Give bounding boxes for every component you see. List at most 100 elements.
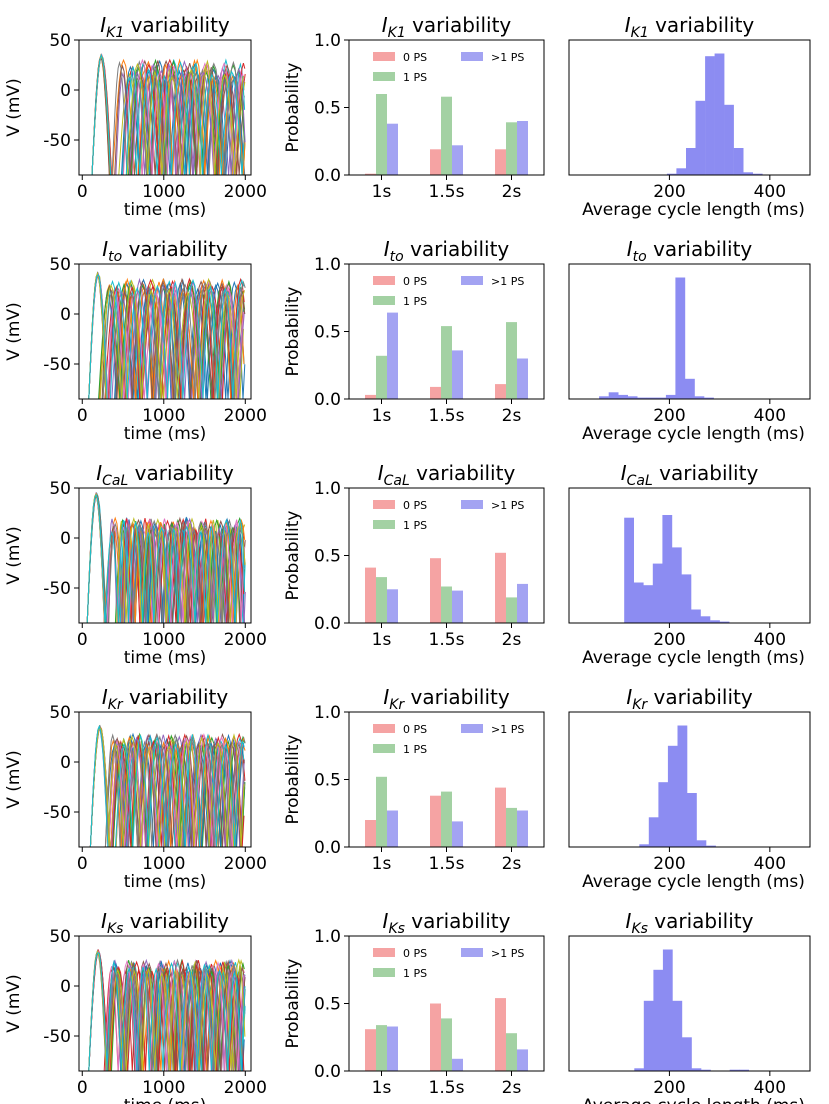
histogram-bin (729, 1069, 740, 1071)
histogram-bin (700, 616, 711, 624)
x-tick-label: 1000 (142, 630, 185, 650)
legend: 0 PS 1 PS >1 PS (373, 499, 524, 532)
x-tick-label: 0 (77, 1078, 88, 1098)
histogram-bin (686, 148, 696, 175)
histogram-bin (608, 392, 619, 400)
title-current-subscript: Ks (388, 921, 404, 937)
histogram-bin (739, 1069, 749, 1071)
legend-label: >1 PS (491, 51, 524, 64)
x-tick-label: 2000 (224, 406, 267, 426)
histogram-bin (676, 168, 687, 176)
histogram-bin (685, 378, 695, 400)
title-current-symbol: I (383, 909, 389, 933)
bar-1PS-1s (376, 355, 387, 399)
title-suffix: variability (124, 13, 230, 37)
y-axis-label: V (mV) (4, 526, 24, 585)
bar-1PS-1.5s (441, 791, 452, 847)
bar-1PS-1s (376, 577, 387, 623)
bar-1PS-2s (506, 807, 517, 847)
x-tick-label: 2s (502, 630, 522, 650)
y-tick-label: 50 (49, 927, 71, 947)
legend-swatch (373, 296, 395, 305)
histogram-bin (624, 517, 634, 623)
x-tick-label: 1s (372, 406, 392, 426)
y-tick-label: 0 (60, 753, 71, 773)
histogram-bin (627, 396, 638, 399)
legend-swatch (461, 724, 483, 733)
bar-1PS-1.5s (441, 326, 452, 399)
histogram-bin (691, 1068, 702, 1071)
title-current-symbol: I (627, 237, 633, 261)
y-axis-label: V (mV) (4, 974, 24, 1033)
title-current-symbol: I (625, 13, 631, 37)
bar-0PS-1.5s (430, 386, 441, 399)
panel-title: IK1 variability (625, 13, 755, 41)
x-tick-label: 2000 (224, 854, 267, 874)
histogram-bin (643, 1000, 654, 1071)
voltage-trace-18 (88, 271, 245, 399)
legend-swatch (373, 520, 395, 529)
y-axis-label: Probability (283, 287, 303, 377)
histogram-bin (752, 173, 763, 175)
x-tick-label: 1s (372, 854, 392, 874)
y-axis-label: Probability (283, 511, 303, 601)
legend-label: >1 PS (491, 275, 524, 288)
voltage-trace-panel-4: 50 0 -50 0 1000 2000 time (ms) V (mV) IKs variab… (4, 909, 267, 1104)
y-tick-label: 0 (60, 305, 71, 325)
bar-1PS-1s (376, 776, 387, 847)
voltage-traces (89, 724, 246, 847)
panel-title: ICaL variability (96, 461, 234, 489)
histogram-bin (662, 949, 673, 1071)
bar-0PS-1s (365, 394, 376, 399)
histogram-bin (695, 100, 706, 176)
title-current-symbol: I (102, 237, 108, 261)
bar-0PS-2s (495, 998, 506, 1071)
x-tick-label: 400 (754, 854, 786, 874)
voltage-trace-panel-0: 50 0 -50 0 1000 2000 time (ms) V (mV) IK1 variab… (4, 13, 267, 220)
x-tick-label: 400 (754, 630, 786, 650)
axes-frame (568, 263, 811, 400)
legend-label: 0 PS (403, 723, 427, 736)
histogram-bin (724, 104, 734, 175)
voltage-traces (87, 493, 245, 623)
x-axis-label: time (ms) (124, 200, 207, 220)
probability-bar-panel-1: 1s 1.5s 2s 0.0 0.5 1.0 Probability 0 PS 1 PS >1 P… (283, 237, 545, 426)
histogram-bin (637, 397, 648, 399)
title-current-subscript: CaL (102, 473, 128, 489)
title-current-subscript: K1 (106, 25, 124, 41)
x-axis-label: time (ms) (124, 1096, 207, 1104)
bar-0PS-1s (365, 173, 376, 175)
legend-swatch (373, 276, 395, 285)
x-axis-label: Average cycle length (ms) (582, 648, 805, 668)
legend: 0 PS 1 PS >1 PS (373, 723, 524, 756)
histogram-bin (665, 394, 676, 399)
voltage-traces (88, 948, 246, 1071)
panel-title: IKr variability (102, 685, 229, 713)
histogram-bin (714, 53, 725, 175)
y-axis-label: V (mV) (4, 750, 24, 809)
title-current-subscript: K1 (631, 25, 649, 41)
histogram-bin (691, 609, 701, 623)
histogram-bin (672, 1000, 683, 1071)
histogram-bin (675, 277, 686, 399)
x-axis-label: time (ms) (124, 648, 207, 668)
bar-1PS-1s (387, 810, 398, 847)
y-tick-label: 1.0 (314, 31, 341, 51)
title-current-subscript: to (633, 249, 647, 265)
x-axis-label: Average cycle length (ms) (582, 1096, 805, 1104)
y-tick-label: 0.0 (314, 166, 341, 186)
panel-title: Ito variability (102, 237, 228, 265)
y-tick-label: 0.0 (314, 390, 341, 410)
probability-bar-panel-0: 1s 1.5s 2s 0.0 0.5 1.0 Probability 0 PS 1 PS >1 P… (283, 13, 545, 202)
y-tick-label: 0 (60, 977, 71, 997)
y-axis-label: Probability (283, 959, 303, 1049)
bar-0PS-1.5s (430, 1003, 441, 1071)
panel-title: IKs variability (101, 909, 229, 937)
legend-swatch (373, 72, 395, 81)
title-suffix: variability (128, 461, 234, 485)
axes-frame (78, 263, 252, 400)
bar-1PS-1s (376, 1025, 387, 1071)
y-tick-label: 50 (49, 255, 71, 275)
x-tick-label: 1000 (142, 1078, 185, 1098)
